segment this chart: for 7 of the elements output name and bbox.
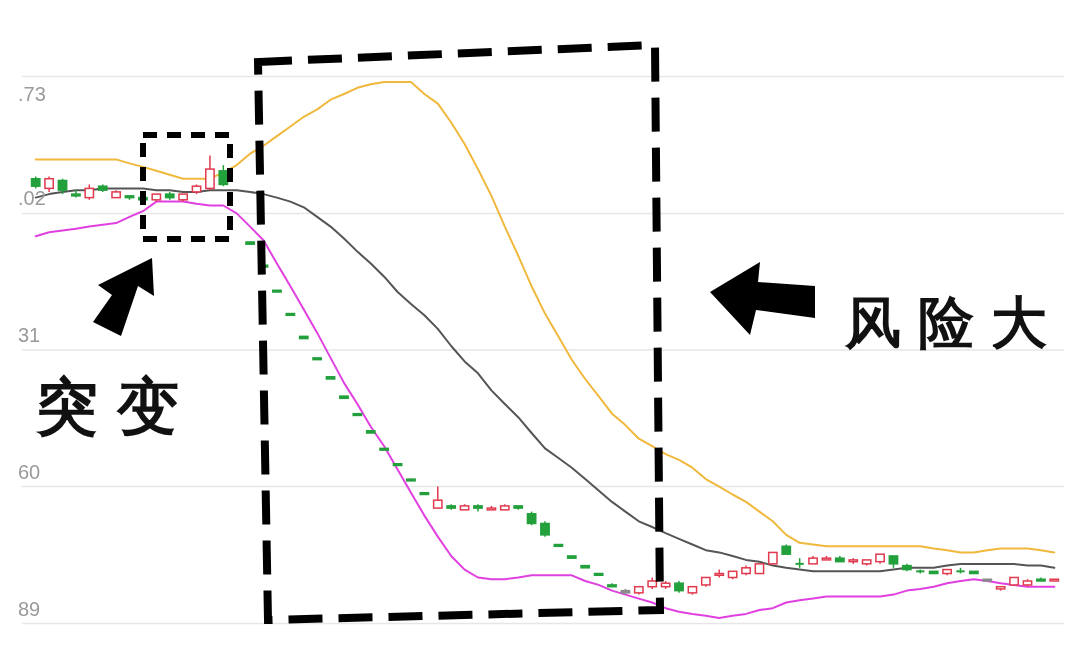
- annotation: 风险大: [844, 290, 1064, 355]
- annotation: 31: [18, 324, 41, 346]
- text: .73: [18, 83, 46, 106]
- annotation: 60: [18, 460, 41, 483]
- text: 89: [18, 597, 41, 620]
- annotation: 突变: [35, 370, 198, 443]
- annotation: .02: [18, 187, 46, 210]
